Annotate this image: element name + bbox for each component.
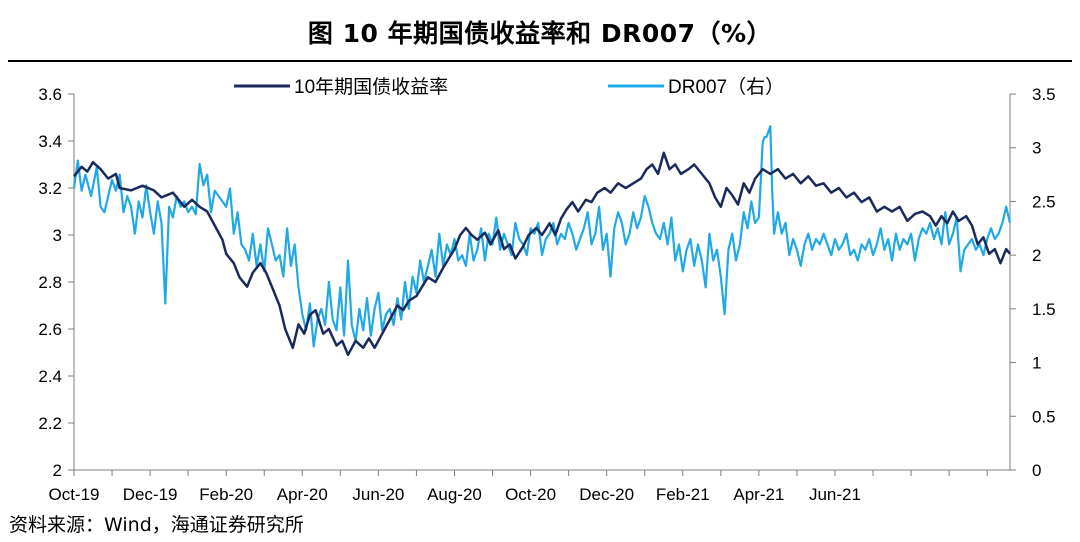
axes: 2 2.2 2.4 2.6 2.8 3 3.2 3.4 3.6 0 0.5 1 1.5 2 2.5 3 3.5 O… xyxy=(38,85,1055,504)
left-axis-tick-label: 2 xyxy=(53,461,62,480)
series-lines xyxy=(72,125,1012,357)
left-axis-tick-label: 2.8 xyxy=(38,273,62,292)
x-axis-tick-label: Jun-20 xyxy=(352,485,404,504)
right-axis-tick-label: 2.5 xyxy=(1032,192,1056,211)
x-axis-tick-label: Aug-20 xyxy=(427,485,482,504)
legend-label: 10年期国债收益率 xyxy=(294,76,448,98)
right-axis-tick-label: 1.5 xyxy=(1032,300,1056,319)
x-axis-tick-label: Dec-20 xyxy=(579,485,634,504)
figure-header: 图 10 年期国债收益率和 DR007（%） xyxy=(0,0,1080,62)
left-axis-tick-label: 3.4 xyxy=(38,132,62,151)
x-axis-tick-label: Feb-20 xyxy=(199,485,253,504)
x-axis-tick-label: Apr-21 xyxy=(733,485,784,504)
dr007-line xyxy=(72,125,1012,348)
right-axis-tick-label: 3 xyxy=(1032,139,1041,158)
x-axis-tick-label: Dec-19 xyxy=(123,485,178,504)
right-axis-tick-label: 2 xyxy=(1032,246,1041,265)
yield-dr007-line-chart: 2 2.2 2.4 2.6 2.8 3 3.2 3.4 3.6 0 0.5 1 1.5 2 2.5 3 3.5 O… xyxy=(38,76,1055,504)
x-axis-tick-label: Oct-19 xyxy=(48,485,99,504)
right-axis-tick-label: 0.5 xyxy=(1032,407,1056,426)
title-divider xyxy=(8,60,1072,62)
figure-title: 图 10 年期国债收益率和 DR007（%） xyxy=(307,19,773,48)
left-axis-tick-label: 2.2 xyxy=(38,414,62,433)
legend: 10年期国债收益率 DR007（右） xyxy=(234,76,784,98)
left-axis-tick-label: 3.2 xyxy=(38,179,62,198)
x-axis-tick-label: Apr-20 xyxy=(277,485,328,504)
source-note: 资料来源：Wind，海通证券研究所 xyxy=(9,514,304,536)
x-axis-tick-label: Jun-21 xyxy=(809,485,861,504)
legend-label: DR007（右） xyxy=(668,76,784,98)
right-axis-tick-label: 3.5 xyxy=(1032,85,1056,104)
right-axis-tick-label: 0 xyxy=(1032,461,1041,480)
left-axis-tick-label: 2.4 xyxy=(38,367,62,386)
x-axis-tick-label: Feb-21 xyxy=(656,485,710,504)
right-axis-tick-label: 1 xyxy=(1032,354,1041,373)
x-axis-tick-label: Oct-20 xyxy=(505,485,556,504)
left-axis-tick-label: 3.6 xyxy=(38,85,62,104)
yield-10y-line xyxy=(73,151,1011,357)
left-axis-tick-label: 3 xyxy=(53,226,62,245)
left-axis-tick-label: 2.6 xyxy=(38,320,62,339)
